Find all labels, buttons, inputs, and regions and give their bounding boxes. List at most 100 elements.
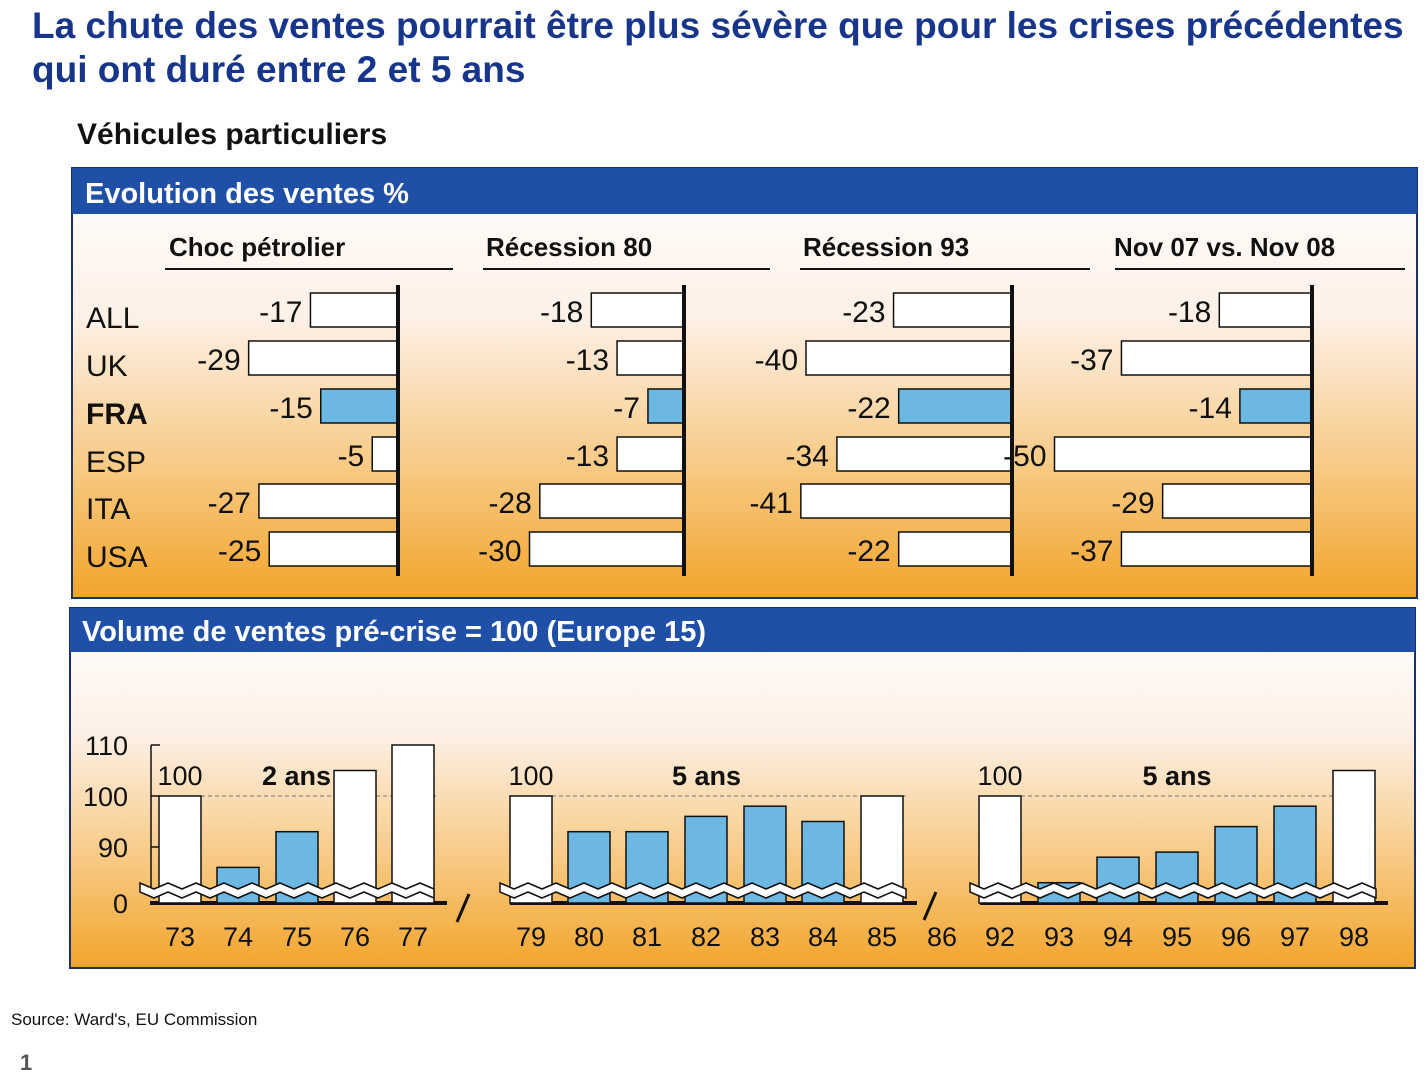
axis-break-band: [139, 881, 435, 900]
subtitle: Véhicules particuliers: [77, 118, 388, 151]
axis-break-band: [499, 881, 907, 900]
data-label: -29: [1111, 487, 1154, 520]
bar: [247, 340, 399, 376]
y-tick-label: 110: [85, 731, 128, 761]
data-label: -25: [218, 535, 261, 568]
x-tick-label: 77: [398, 922, 428, 952]
data-label: -27: [208, 487, 251, 520]
group-header: Récession 80: [486, 232, 652, 262]
bar: [647, 388, 685, 424]
volume-title: Volume de ventes pré-crise = 100 (Europe…: [82, 616, 706, 648]
bar: [333, 769, 377, 904]
bar: [1239, 388, 1313, 424]
row-label-usa: USA: [86, 541, 148, 574]
data-label: -18: [540, 296, 583, 329]
bar: [616, 436, 685, 472]
source-note: Source: Ward's, EU Commission: [11, 1010, 258, 1029]
x-tick-label: 95: [1162, 922, 1192, 952]
bar: [1120, 531, 1313, 567]
x-tick-label: 73: [165, 922, 195, 952]
bar: [258, 483, 399, 519]
bar: [897, 388, 1013, 424]
bar: [268, 531, 399, 567]
base-value-label: 100: [157, 761, 202, 791]
sales-evolution-header: [72, 168, 1417, 214]
bar: [836, 436, 1013, 472]
bar: [805, 340, 1013, 376]
row-label-all: ALL: [86, 302, 139, 335]
row-label-uk: UK: [86, 350, 128, 383]
x-tick-label: 76: [340, 922, 370, 952]
y-tick-label: 0: [113, 889, 128, 919]
x-tick-label: 94: [1103, 922, 1133, 952]
sales-evolution-panel: [71, 167, 1418, 599]
data-label: -28: [488, 487, 531, 520]
data-label: -17: [259, 296, 302, 329]
bar: [590, 292, 685, 328]
bar: [320, 388, 399, 424]
sales-evolution-title: Evolution des ventes %: [85, 178, 409, 210]
axis-break-band: [969, 881, 1377, 900]
data-label: -23: [842, 296, 885, 329]
data-label: -22: [847, 392, 890, 425]
x-tick-label: 93: [1044, 922, 1074, 952]
data-label: -50: [1003, 440, 1046, 473]
bar: [528, 531, 685, 567]
volume-header: [70, 608, 1415, 652]
x-tick-label: 81: [632, 922, 662, 952]
x-tick-label: 92: [985, 922, 1015, 952]
data-label: -29: [197, 344, 240, 377]
volume-panel: [69, 607, 1416, 969]
base-value-label: 100: [508, 761, 553, 791]
row-label-ita: ITA: [86, 493, 130, 526]
data-label: -37: [1070, 344, 1113, 377]
page-number: 1: [20, 1050, 33, 1075]
data-label: -30: [478, 535, 521, 568]
break-x-label: 86: [927, 922, 957, 952]
page-title: La chute des ventes pourrait être plus s…: [32, 5, 1404, 90]
bar: [391, 744, 435, 904]
data-label: -22: [847, 535, 890, 568]
y-tick-label: 90: [98, 833, 128, 863]
data-label: -18: [1168, 296, 1211, 329]
data-label: -34: [786, 440, 829, 473]
axis-break-mark: [455, 893, 471, 923]
bar: [1332, 769, 1376, 904]
row-label-fra: FRA: [86, 398, 148, 431]
data-label: -5: [338, 440, 365, 473]
x-tick-label: 97: [1280, 922, 1310, 952]
data-label: -41: [749, 487, 792, 520]
bar: [371, 436, 399, 472]
x-tick-label: 75: [282, 922, 312, 952]
base-value-label: 100: [977, 761, 1022, 791]
x-tick-label: 80: [574, 922, 604, 952]
bar: [1161, 483, 1313, 519]
x-tick-label: 79: [516, 922, 546, 952]
bar: [897, 531, 1013, 567]
duration-label: 2 ans: [262, 761, 331, 791]
x-tick-label: 96: [1221, 922, 1251, 952]
bar: [892, 292, 1013, 328]
bar: [309, 292, 399, 328]
bar: [1053, 436, 1313, 472]
bar: [800, 483, 1013, 519]
x-tick-label: 98: [1339, 922, 1369, 952]
bar: [539, 483, 685, 519]
group-header: Nov 07 vs. Nov 08: [1114, 232, 1335, 262]
row-label-esp: ESP: [86, 446, 146, 479]
duration-label: 5 ans: [672, 761, 741, 791]
bar: [1120, 340, 1313, 376]
data-label: -13: [566, 344, 609, 377]
group-header: Récession 93: [803, 232, 969, 262]
data-label: -7: [613, 392, 640, 425]
data-label: -40: [755, 344, 798, 377]
x-tick-label: 74: [223, 922, 253, 952]
x-tick-label: 83: [750, 922, 780, 952]
axis-break-mark: [922, 891, 938, 921]
duration-label: 5 ans: [1142, 761, 1211, 791]
bar: [1218, 292, 1313, 328]
group-header: Choc pétrolier: [169, 232, 345, 262]
y-tick-label: 100: [83, 782, 128, 812]
x-tick-label: 84: [808, 922, 838, 952]
